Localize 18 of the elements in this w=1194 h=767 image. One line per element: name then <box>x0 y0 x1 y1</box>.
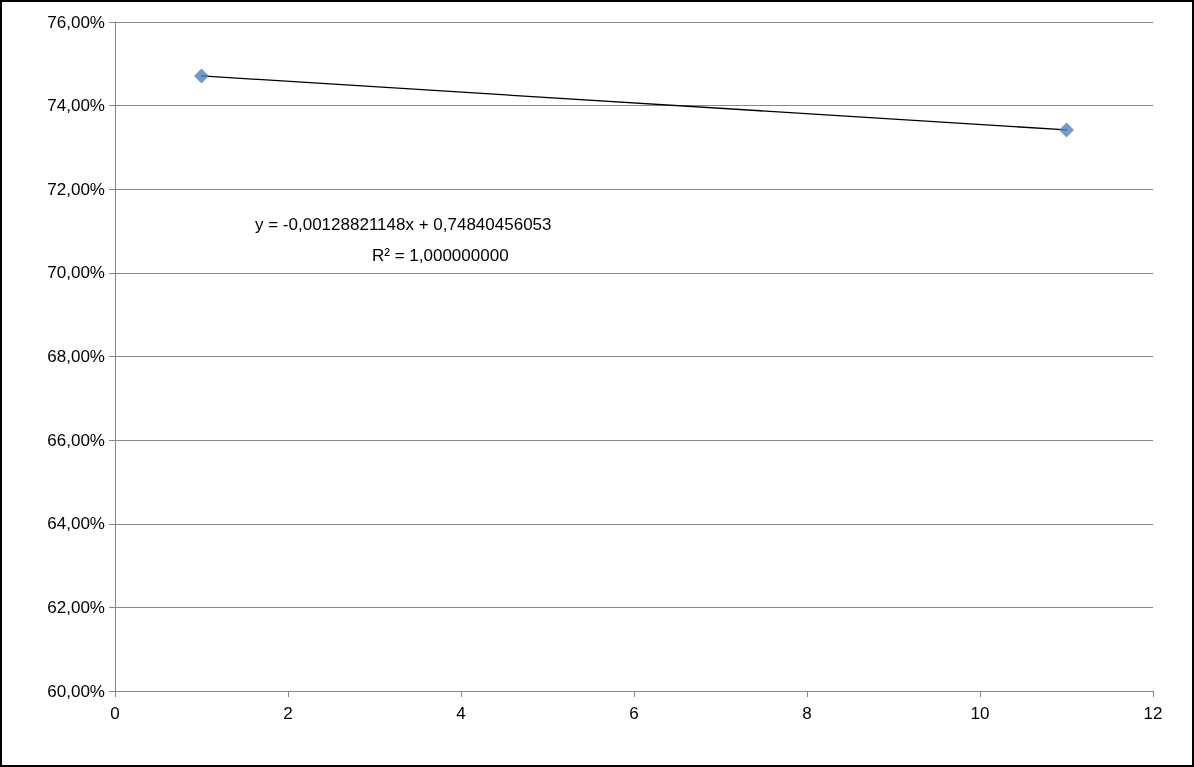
x-tick-label: 2 <box>283 704 293 723</box>
y-tick-label: 66,00% <box>47 430 105 450</box>
y-tick-label: 68,00% <box>47 347 105 366</box>
y-tick-label: 62,00% <box>47 597 105 617</box>
y-tick-label: 64,00% <box>47 514 105 534</box>
x-tick-label: 12 <box>1143 704 1163 723</box>
y-tick-label: 74,00% <box>47 96 105 116</box>
y-tick-label: 60,00% <box>47 681 105 701</box>
x-tick-label: 10 <box>970 704 990 723</box>
x-tick-label: 4 <box>456 704 466 723</box>
x-tick-label: 6 <box>629 704 639 723</box>
y-tick-label: 70,00% <box>47 263 105 283</box>
annotation: y = -0,00128821148x + 0,74840456053 <box>255 215 552 234</box>
y-tick-label: 72,00% <box>47 179 105 199</box>
y-tick-label: 76,00% <box>47 12 105 32</box>
x-tick-label: 8 <box>802 704 812 723</box>
annotation: R² = 1,000000000 <box>372 246 509 265</box>
x-tick-label: 0 <box>110 704 120 723</box>
